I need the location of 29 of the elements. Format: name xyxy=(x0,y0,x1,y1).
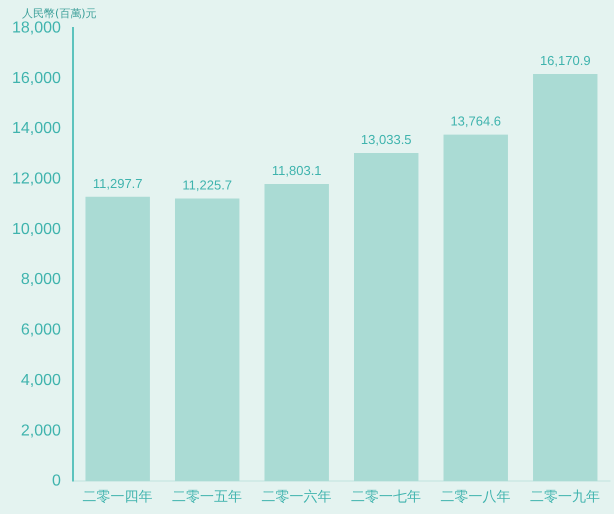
y-tick-label: 8,000 xyxy=(20,271,62,288)
y-tick-label: 12,000 xyxy=(12,170,62,188)
bar xyxy=(444,134,508,482)
data-label: 11,297.7 xyxy=(92,176,143,191)
x-tick-label: 二零一九年 xyxy=(530,489,600,506)
y-tick-label: 14,000 xyxy=(12,120,62,138)
y-tick-label: 6,000 xyxy=(20,322,62,339)
x-tick-label: 二零一七年 xyxy=(351,489,422,506)
data-label: 13,033.5 xyxy=(360,132,412,148)
y-tick-label: 2,000 xyxy=(20,422,62,440)
bar xyxy=(354,153,418,482)
data-label: 13,764.6 xyxy=(450,114,502,129)
y-axis-title: 人民幣(百萬)元 xyxy=(22,6,97,21)
x-tick-label: 二零一八年 xyxy=(440,489,511,506)
y-tick-label: 16,000 xyxy=(12,70,62,87)
y-tick-label: 10,000 xyxy=(12,220,62,238)
y-tick-label: 4,000 xyxy=(20,372,62,389)
bar xyxy=(85,196,150,482)
y-tick-label: 18,000 xyxy=(12,19,62,36)
x-tick-label: 二零一六年 xyxy=(262,489,332,506)
bar xyxy=(174,198,240,482)
bar xyxy=(264,184,329,482)
data-label: 11,803.1 xyxy=(272,163,322,178)
data-label: 11,225.7 xyxy=(182,178,232,193)
y-tick-label: 0 xyxy=(52,472,62,490)
bar xyxy=(533,74,598,482)
x-tick-label: 二零一四年 xyxy=(82,489,153,506)
data-label: 16,170.9 xyxy=(540,53,591,68)
x-tick-label: 二零一五年 xyxy=(172,489,242,506)
